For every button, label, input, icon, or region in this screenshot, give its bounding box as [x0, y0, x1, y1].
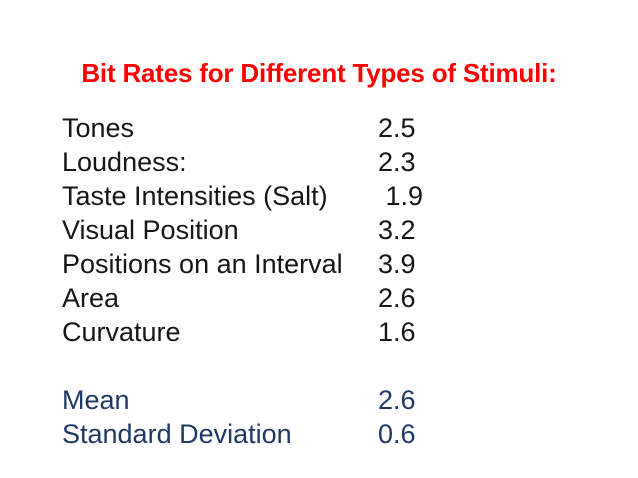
row-label: Taste Intensities (Salt)	[62, 181, 328, 211]
stimuli-table: Tones 2.5 Loudness: 2.3 Taste Intensitie…	[62, 111, 582, 451]
row-label: Positions on an Interval	[62, 249, 343, 279]
slide-title: Bit Rates for Different Types of Stimuli…	[81, 58, 557, 88]
row-value: 2.6	[378, 385, 416, 415]
row-label: Visual Position	[62, 215, 239, 245]
row-label: Curvature	[62, 317, 181, 347]
row-label: Loudness:	[62, 147, 187, 177]
table-row: Taste Intensities (Salt) 1.9	[62, 179, 582, 213]
row-label: Area	[62, 283, 120, 313]
table-row: Area 2.6	[62, 281, 582, 315]
summary-rows: Mean 2.6 Standard Deviation 0.6	[62, 383, 582, 451]
row-value: 2.6	[378, 283, 416, 313]
table-row: Tones 2.5	[62, 111, 582, 145]
row-value: 0.6	[378, 419, 416, 449]
row-value: 1.9	[378, 181, 424, 211]
table-row: Loudness: 2.3	[62, 145, 582, 179]
row-value: 2.3	[378, 147, 416, 177]
table-row: Curvature 1.6	[62, 315, 582, 349]
table-row: Positions on an Interval 3.9	[62, 247, 582, 281]
row-value: 2.5	[378, 113, 416, 143]
row-value: 3.2	[378, 215, 416, 245]
row-value: 1.6	[378, 317, 416, 347]
row-value: 3.9	[378, 249, 416, 279]
row-label: Standard Deviation	[62, 419, 292, 449]
table-row: Visual Position 3.2	[62, 213, 582, 247]
row-label: Mean	[62, 385, 130, 415]
row-label: Tones	[62, 113, 135, 143]
summary-row: Standard Deviation 0.6	[62, 417, 582, 451]
stimuli-rows: Tones 2.5 Loudness: 2.3 Taste Intensitie…	[62, 111, 582, 349]
summary-row: Mean 2.6	[62, 383, 582, 417]
